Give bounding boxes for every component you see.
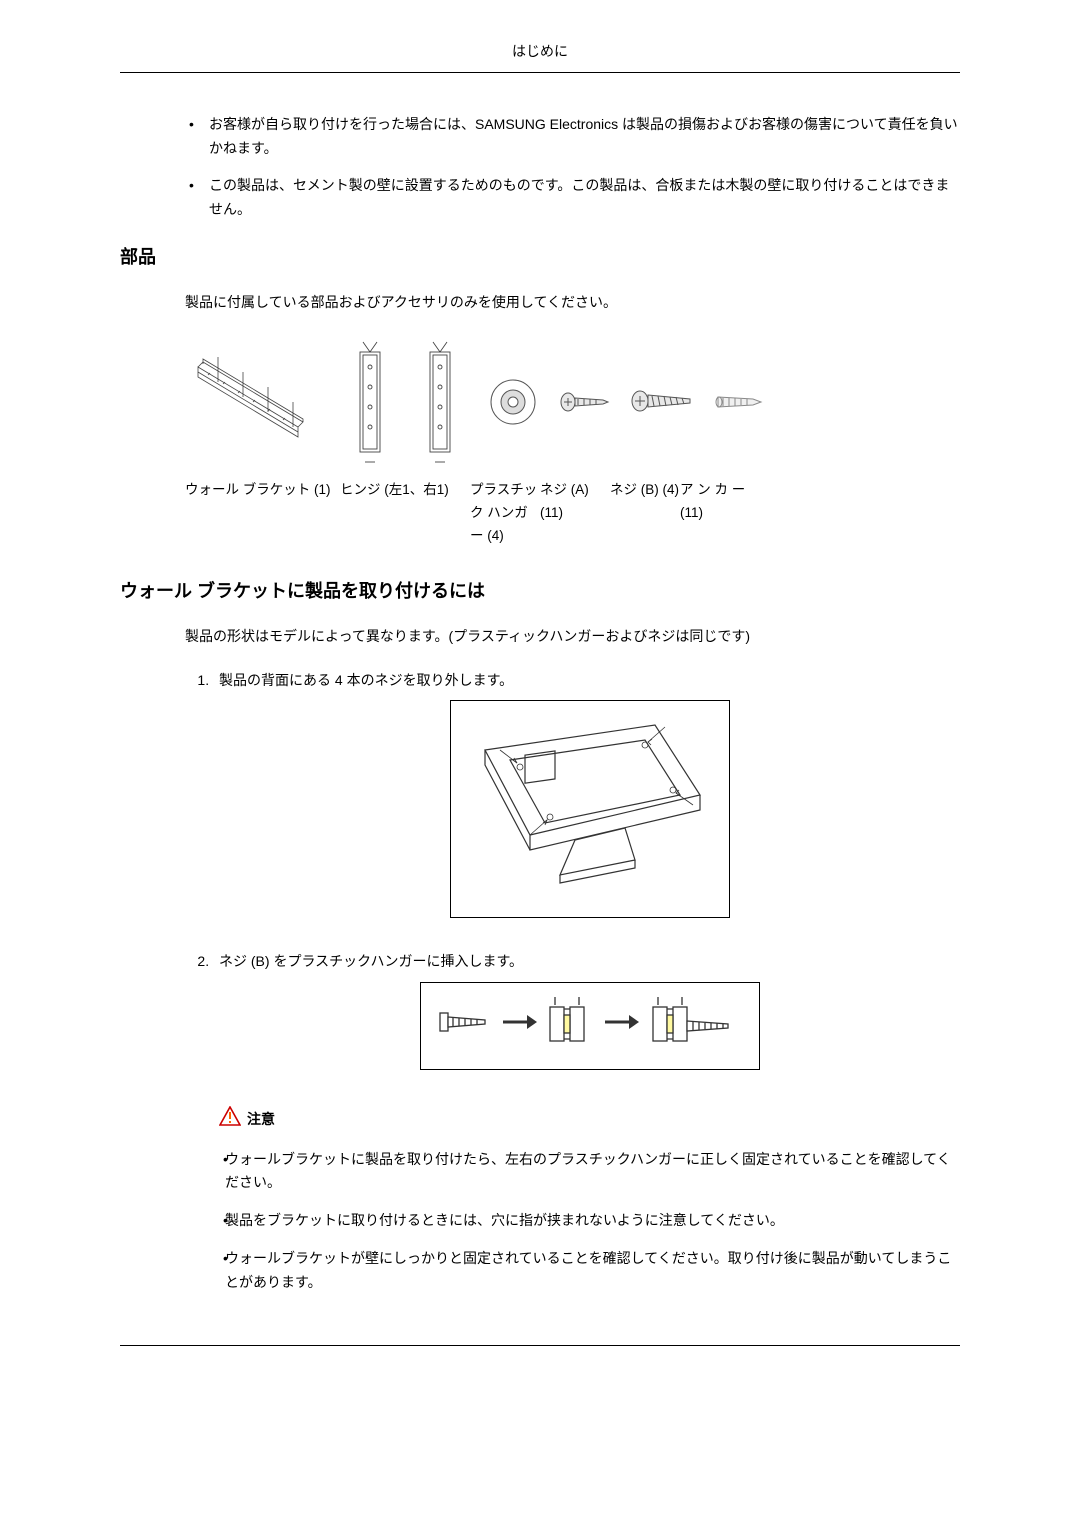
caution-label: 注意 — [247, 1108, 275, 1132]
part-label-hinge: ヒンジ (左1、右1) — [340, 479, 470, 548]
plastic-hanger-figure — [480, 334, 545, 469]
step-text: 製品の背面にある 4 本のネジを取り外します。 — [219, 672, 513, 688]
page-header: はじめに — [120, 40, 960, 73]
part-label-anchor: ア ン カ ー (11) — [680, 479, 750, 548]
part-label-screw-a: ネジ (A) (11) — [540, 479, 610, 548]
parts-illustration-row — [185, 334, 960, 469]
parts-label-row: ウォール ブラケット (1) ヒンジ (左1、右1) プラスチック ハンガー (… — [185, 479, 960, 548]
bullet-item: お客様が自ら取り付けを行った場合には、SAMSUNG Electronics は… — [185, 113, 960, 161]
step2-figure — [420, 982, 760, 1070]
screw-a-figure — [555, 334, 615, 469]
wall-bracket-figure — [185, 334, 330, 469]
parts-intro: 製品に付属している部品およびアクセサリのみを使用してください。 — [185, 291, 960, 315]
anchor-figure — [710, 334, 770, 469]
step-text: ネジ (B) をプラスチックハンガーに挿入します。 — [219, 953, 523, 969]
caution-bullet-list: ウォールブラケットに製品を取り付けたら、左右のプラスチックハンガーに正しく固定さ… — [219, 1148, 960, 1295]
warning-icon — [219, 1106, 241, 1134]
hinge-right-figure — [410, 334, 470, 469]
bullet-item: ウォールブラケットが壁にしっかりと固定されていることを確認してください。取り付け… — [219, 1247, 960, 1295]
part-label-hanger: プラスチック ハンガー (4) — [470, 479, 540, 548]
bullet-item: この製品は、セメント製の壁に設置するためのものです。この製品は、合板または木製の… — [185, 174, 960, 222]
caution-row: 注意 — [219, 1106, 960, 1134]
install-intro: 製品の形状はモデルによって異なります。(プラスティックハンガーおよびネジは同じで… — [185, 625, 960, 649]
part-label-bracket: ウォール ブラケット (1) — [185, 479, 340, 548]
part-label-screw-b: ネジ (B) (4) — [610, 479, 680, 548]
step-item: ネジ (B) をプラスチックハンガーに挿入します。 — [213, 950, 960, 1294]
parts-heading: 部品 — [120, 242, 960, 273]
footer-rule — [120, 1345, 960, 1346]
install-steps: 製品の背面にある 4 本のネジを取り外します。 — [185, 669, 960, 1295]
top-bullet-list: お客様が自ら取り付けを行った場合には、SAMSUNG Electronics は… — [185, 113, 960, 222]
install-heading: ウォール ブラケットに製品を取り付けるには — [120, 576, 960, 607]
hinge-left-figure — [340, 334, 400, 469]
screw-b-figure — [625, 334, 700, 469]
step-item: 製品の背面にある 4 本のネジを取り外します。 — [213, 669, 960, 937]
step1-figure — [450, 700, 730, 918]
bullet-item: ウォールブラケットに製品を取り付けたら、左右のプラスチックハンガーに正しく固定さ… — [219, 1148, 960, 1196]
bullet-item: 製品をブラケットに取り付けるときには、穴に指が挟まれないように注意してください。 — [219, 1209, 960, 1233]
